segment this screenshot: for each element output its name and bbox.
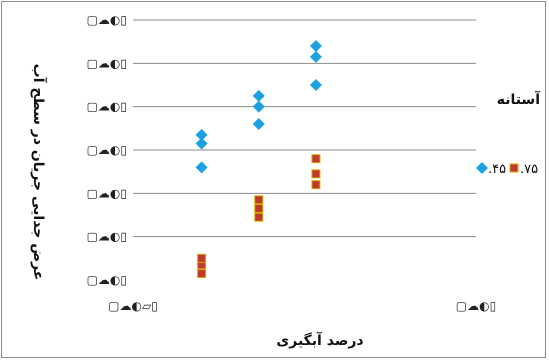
point-series1-8 xyxy=(311,154,321,164)
point-series0-8 xyxy=(309,40,322,52)
y-tick-label-2: ▢☁◐▯ xyxy=(87,186,127,200)
legend-marker-0 xyxy=(476,162,488,174)
legend: .۴۵ .۷۵ xyxy=(476,162,538,177)
y-tick-label-6: ▢☁◐▯ xyxy=(87,13,127,27)
x-tick-label-0: ▢☁◐▱▯ xyxy=(108,299,158,313)
y-tick-label-0: ▢☁◐▯ xyxy=(87,273,127,287)
point-series1-0 xyxy=(197,269,207,278)
point-series1-3 xyxy=(254,212,264,222)
grid-lines xyxy=(133,19,476,238)
tick-labels: ▢☁◐▯ ▢☁◐▯ ▢☁◐▯ ▢☁◐▯ ▢☁◐▯ ▢☁◐▯ ▢☁◐▯ ▢☁◐▱▯ ▢☁◐▯ xyxy=(87,13,497,313)
y-tick-label-4: ▢☁◐▯ xyxy=(87,100,127,114)
y-tick-label-5: ▢☁◐▯ xyxy=(87,56,127,70)
legend-title: آستانه xyxy=(497,90,541,108)
point-series0-4 xyxy=(252,100,265,113)
point-series1-2 xyxy=(197,253,207,263)
point-series0-2 xyxy=(195,128,208,141)
y-axis-title: عرض جدایی جریان در سطح آب xyxy=(30,64,48,281)
legend-label-1: .۷۵ xyxy=(520,162,538,177)
data-points xyxy=(195,40,322,278)
point-series0-0 xyxy=(195,161,208,174)
x-axis-title: درصد آبگیری xyxy=(276,331,363,349)
point-series1-6 xyxy=(311,180,321,190)
point-series0-7 xyxy=(309,50,322,63)
y-tick-label-1: ▢☁◐▯ xyxy=(87,230,127,244)
y-tick-label-3: ▢☁◐▯ xyxy=(87,143,127,157)
point-series0-6 xyxy=(309,79,322,91)
legend-marker-1 xyxy=(509,163,519,173)
x-tick-label-1: ▢☁◐▯ xyxy=(456,299,496,313)
point-series0-1 xyxy=(195,137,208,150)
point-series1-4 xyxy=(254,204,264,213)
point-series1-7 xyxy=(311,169,321,179)
legend-label-0: .۴۵ xyxy=(488,162,506,177)
point-series0-5 xyxy=(252,89,265,102)
point-series1-5 xyxy=(254,195,264,205)
point-series0-3 xyxy=(252,118,265,130)
